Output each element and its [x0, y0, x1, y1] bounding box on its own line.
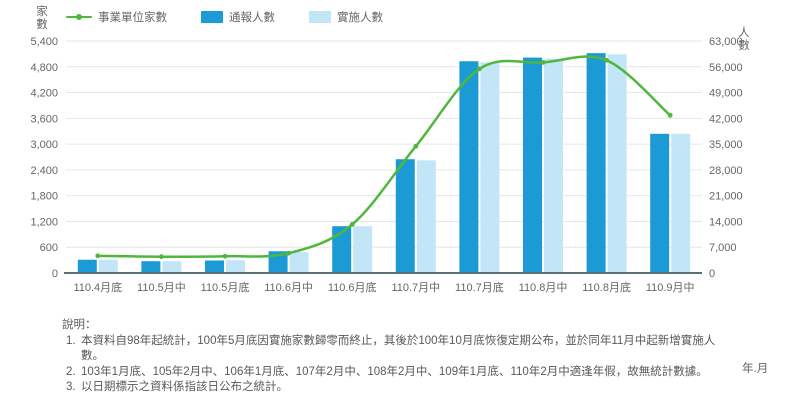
chart-svg: 0 0 600 7,000 1,200 14,000 1,800 21,000 2,400 28,…: [30, 36, 743, 294]
svg-text:600: 600: [40, 242, 58, 254]
svg-text:0: 0: [52, 268, 58, 280]
svg-text:63,000: 63,000: [709, 36, 743, 48]
footnotes: 說明： 本資料自98年起統計，100年5月底因實施家數歸零而終止，其後於100年…: [62, 318, 734, 396]
svg-text:4,800: 4,800: [30, 62, 58, 74]
svg-text:21,000: 21,000: [709, 191, 743, 203]
footnotes-list: 本資料自98年起統計，100年5月底因實施家數歸零而終止，其後於100年10月底…: [62, 334, 734, 396]
svg-text:2,400: 2,400: [30, 165, 58, 177]
svg-text:14,000: 14,000: [709, 216, 743, 228]
svg-text:56,000: 56,000: [709, 62, 743, 74]
svg-text:42,000: 42,000: [709, 113, 743, 125]
svg-text:110.4月底: 110.4月底: [73, 280, 122, 294]
footnote-item: 本資料自98年起統計，100年5月底因實施家數歸零而終止，其後於100年10月底…: [66, 334, 716, 363]
svg-text:4,200: 4,200: [30, 88, 58, 100]
legend-item-reported[interactable]: 通報人數: [201, 9, 275, 25]
svg-text:3,600: 3,600: [30, 113, 58, 125]
x-axis-unit-label: 年.月: [742, 363, 769, 375]
line-series-marker-icon: [66, 14, 92, 20]
svg-text:1,800: 1,800: [30, 191, 58, 203]
svg-text:110.9月中: 110.9月中: [646, 281, 695, 294]
svg-text:0: 0: [709, 268, 715, 280]
footnotes-heading: 說明：: [62, 319, 97, 331]
svg-text:35,000: 35,000: [709, 139, 743, 151]
svg-text:110.7月底: 110.7月底: [455, 280, 504, 294]
svg-text:7,000: 7,000: [709, 242, 737, 254]
chart-legend: 事業單位家數 通報人數 實施人數: [66, 9, 383, 25]
svg-text:5,400: 5,400: [30, 36, 58, 48]
footnote-item: 以日期標示之資料係指該日公布之統計。: [66, 380, 288, 395]
svg-text:110.8月中: 110.8月中: [519, 281, 568, 294]
bar-swatch-icon: [309, 11, 331, 23]
svg-text:110.8月底: 110.8月底: [582, 280, 631, 294]
svg-text:3,000: 3,000: [30, 139, 58, 151]
legend-item-line-series[interactable]: 事業單位家數: [66, 9, 167, 25]
svg-text:110.5月底: 110.5月底: [201, 280, 250, 294]
svg-text:110.6月底: 110.6月底: [328, 280, 377, 294]
svg-text:49,000: 49,000: [709, 88, 743, 100]
legend-label: 實施人數: [337, 12, 383, 24]
legend-label: 通報人數: [229, 12, 275, 24]
svg-text:110.5月中: 110.5月中: [137, 281, 186, 294]
legend-item-implemented[interactable]: 實施人數: [309, 9, 383, 25]
svg-text:110.6月中: 110.6月中: [264, 281, 313, 294]
svg-text:28,000: 28,000: [709, 165, 743, 177]
footnote-item: 103年1月底、105年2月中、106年1月底、107年2月中、108年2月中、…: [66, 365, 708, 380]
svg-text:110.7月中: 110.7月中: [391, 281, 440, 294]
svg-text:1,200: 1,200: [30, 216, 58, 228]
legend-label: 事業單位家數: [98, 12, 167, 24]
bar-swatch-icon: [201, 11, 223, 23]
left-axis-title: 家數: [36, 6, 48, 31]
right-axis-title: 人數: [738, 27, 750, 52]
